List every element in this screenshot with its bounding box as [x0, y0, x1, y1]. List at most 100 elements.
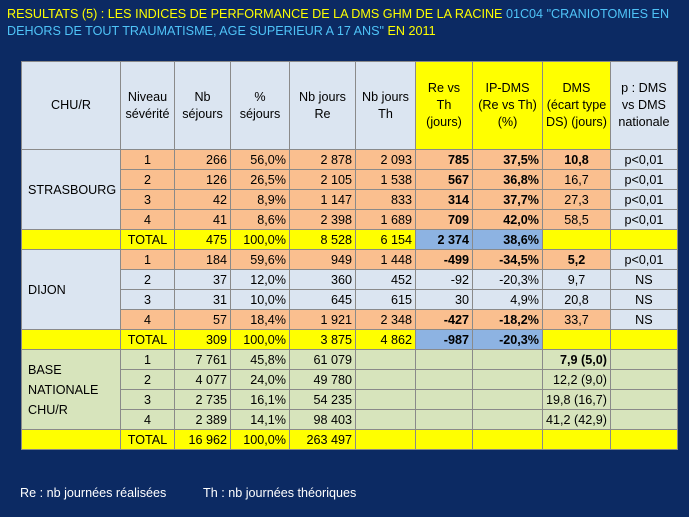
cell-th: 615 [355, 289, 416, 310]
cell-total-label: TOTAL [120, 329, 175, 350]
table-row: 3 2 735 16,1% 54 235 19,8 (16,7) [22, 389, 678, 410]
cell-re: 1 921 [289, 309, 356, 330]
cell-nb: 2 389 [174, 409, 231, 430]
cell-niveau: 2 [120, 269, 175, 290]
table-row: 4 57 18,4% 1 921 2 348 -427 -18,2% 33,7 … [22, 309, 678, 330]
cell-total-label: TOTAL [120, 429, 175, 450]
cell-pct: 24,0% [230, 369, 290, 390]
cell-re-vs-th: 30 [415, 289, 473, 310]
cell-dms: 20,8 [542, 289, 611, 310]
cell-pct: 100,0% [230, 229, 290, 250]
header-niveau: Niveau sévérité [120, 61, 175, 150]
header-pct-sejours: % séjours [230, 61, 290, 150]
cell-total-label: TOTAL [120, 229, 175, 250]
cell-nb: 16 962 [174, 429, 231, 450]
cell-niveau: 1 [120, 149, 175, 170]
cell-re-vs-th: 785 [415, 149, 473, 170]
table-row: 3 42 8,9% 1 147 833 314 37,7% 27,3 p<0,0… [22, 189, 678, 210]
cell-re: 3 875 [289, 329, 356, 350]
cell-niveau: 1 [120, 349, 175, 370]
total-row: TOTAL 16 962 100,0% 263 497 [21, 429, 678, 450]
cell-nb: 184 [174, 249, 231, 270]
cell-dms: 27,3 [542, 189, 611, 210]
cell-dms: 10,8 [542, 149, 611, 170]
cell-th: 6 154 [355, 229, 416, 250]
table-row: 2 4 077 24,0% 49 780 12,2 (9,0) [22, 369, 678, 390]
cell-nb: 7 761 [174, 349, 231, 370]
cell-dms: 16,7 [542, 169, 611, 190]
cell-re: 2 398 [289, 209, 356, 230]
cell-p: NS [609, 269, 678, 290]
cell-th: 1 448 [355, 249, 416, 270]
cell-dms: 33,7 [542, 309, 611, 330]
cell-p: NS [609, 289, 678, 310]
cell-niveau: 4 [120, 409, 175, 430]
cell-ip-dms: -20,3% [472, 329, 543, 350]
cell-re-vs-th: -92 [415, 269, 473, 290]
cell-th: 1 689 [355, 209, 416, 230]
cell-pct: 45,8% [230, 349, 290, 370]
cell-ip-dms: 36,8% [472, 169, 543, 190]
table-row: DIJON 1 184 59,6% 949 1 448 -499 -34,5% … [21, 249, 678, 330]
cell-ip-dms: 38,6% [472, 229, 543, 250]
cell-p: p<0,01 [609, 169, 678, 190]
base-line-1: BASE [28, 362, 62, 377]
header-dms: DMS (écart type DS) (jours) [542, 61, 611, 150]
cell-re: 263 497 [289, 429, 356, 450]
cell-niveau: 3 [120, 189, 175, 210]
cell-re-vs-th: 2 374 [415, 229, 473, 250]
performance-table: CHU/R Niveau sévérité Nb séjours % séjou… [21, 61, 678, 450]
cell-ip-dms: 37,7% [472, 189, 543, 210]
cell-pct: 100,0% [230, 429, 290, 450]
cell-pct: 16,1% [230, 389, 290, 410]
cell-nb: 2 735 [174, 389, 231, 410]
cell-ip-dms: -20,3% [472, 269, 543, 290]
cell-re: 360 [289, 269, 356, 290]
cell-re: 2 105 [289, 169, 356, 190]
chu-dijon: DIJON [21, 249, 121, 330]
base-line-2: NATIONALE [28, 382, 99, 397]
cell-dms: 9,7 [542, 269, 611, 290]
cell-th: 1 538 [355, 169, 416, 190]
cell-nb: 475 [174, 229, 231, 250]
cell-ip-dms: 37,5% [472, 149, 543, 170]
table-row: 2 37 12,0% 360 452 -92 -20,3% 9,7 NS [22, 269, 678, 290]
cell-ip-dms: 42,0% [472, 209, 543, 230]
slide-title: RESULTATS (5) : LES INDICES DE PERFORMAN… [7, 6, 683, 40]
cell-nb: 266 [174, 149, 231, 170]
chu-base-nationale: BASE NATIONALE CHU/R [21, 349, 121, 430]
cell-p: p<0,01 [609, 149, 678, 170]
cell-p: p<0,01 [609, 189, 678, 210]
cell-pct: 100,0% [230, 329, 290, 350]
cell-th: 452 [355, 269, 416, 290]
header-chu: CHU/R [21, 61, 121, 150]
cell-p: p<0,01 [609, 209, 678, 230]
cell-re: 8 528 [289, 229, 356, 250]
cell-niveau: 1 [120, 249, 175, 270]
title-part-1: RESULTATS (5) : LES INDICES DE PERFORMAN… [7, 7, 506, 21]
header-jours-re: Nb jours Re [289, 61, 356, 150]
cell-th: 833 [355, 189, 416, 210]
header-row: CHU/R Niveau sévérité Nb séjours % séjou… [21, 61, 678, 150]
cell-dms: 58,5 [542, 209, 611, 230]
cell-niveau: 2 [120, 369, 175, 390]
total-row: TOTAL 475 100,0% 8 528 6 154 2 374 38,6% [21, 229, 678, 250]
cell-pct: 14,1% [230, 409, 290, 430]
cell-pct: 8,9% [230, 189, 290, 210]
cell-nb: 4 077 [174, 369, 231, 390]
header-re-vs-th: Re vs Th (jours) [415, 61, 473, 150]
cell-niveau: 4 [120, 209, 175, 230]
cell-re: 645 [289, 289, 356, 310]
table-row: STRASBOURG 1 266 56,0% 2 878 2 093 785 3… [21, 149, 678, 230]
cell-th: 4 862 [355, 329, 416, 350]
cell-th: 2 093 [355, 149, 416, 170]
table-row: 4 41 8,6% 2 398 1 689 709 42,0% 58,5 p<0… [22, 209, 678, 230]
cell-nb: 126 [174, 169, 231, 190]
footnote-th: Th : nb journées théoriques [203, 486, 357, 500]
cell-nb: 309 [174, 329, 231, 350]
cell-niveau: 4 [120, 309, 175, 330]
cell-niveau: 3 [120, 289, 175, 310]
cell-re: 98 403 [289, 409, 356, 430]
cell-pct: 59,6% [230, 249, 290, 270]
cell-re-vs-th: 709 [415, 209, 473, 230]
